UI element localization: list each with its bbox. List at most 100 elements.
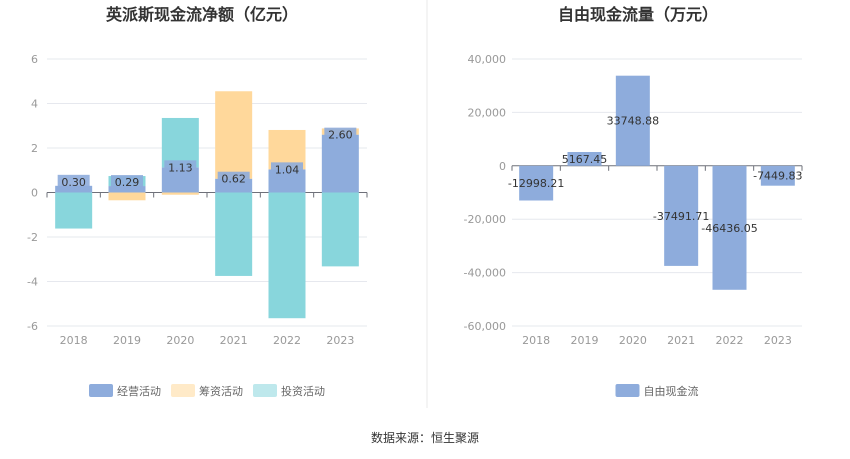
right-data-label-group: -12998.21: [508, 177, 564, 190]
left-data-labels: 0.30 0.29 1.13 0.62 1.04 2.60: [57, 127, 357, 190]
left-data-label: 0.30: [61, 176, 86, 189]
right-legend: 自由现金流: [615, 384, 699, 398]
right-bar-0-2020: [615, 75, 650, 166]
right-grid: 40,000 20,000 0 -20,000 -40,000 -60,000: [464, 53, 803, 333]
left-bar-2-2022: [268, 192, 306, 319]
left-y-tick-label: -2: [27, 231, 38, 244]
right-x-tick-label: 2019: [571, 334, 599, 347]
right-bar-0-2018: [519, 165, 554, 201]
right-y-tick-label: -20,000: [464, 213, 506, 226]
left-x-tick-label: 2018: [60, 334, 88, 347]
left-bar-2-2023: [321, 192, 359, 267]
right-data-label: -37491.71: [653, 210, 709, 223]
right-legend-label: 自由现金流: [644, 384, 699, 398]
left-data-label: 1.04: [275, 163, 300, 176]
left-data-label-group: 0.30: [57, 174, 90, 189]
right-data-label: -12998.21: [508, 177, 564, 190]
left-chart-title: 英派斯现金流净额（亿元）: [105, 5, 298, 24]
left-x-tick-label: 2020: [166, 334, 194, 347]
left-data-label-group: 0.29: [111, 175, 143, 190]
left-legend-label: 投资活动: [281, 384, 325, 398]
left-legend-label: 筹资活动: [199, 384, 243, 398]
right-data-label: -7449.83: [753, 170, 802, 183]
right-data-label-group: -7449.83: [753, 170, 802, 183]
left-data-label-bg: [217, 171, 250, 186]
free-cash-flow-chart: 自由现金流量（万元） 40,000 20,000 0 -20,000 -40,000 -6…: [464, 5, 803, 398]
left-legend-swatch: [171, 384, 195, 397]
left-legend-item[interactable]: 经营活动: [89, 384, 161, 398]
left-y-tick-label: 2: [31, 142, 38, 155]
left-bar-2-2018: [55, 192, 93, 229]
right-data-label-group: -46436.05: [701, 222, 757, 235]
left-x-tick-label: 2021: [220, 334, 248, 347]
right-data-label-group: 5167.45: [562, 153, 608, 166]
left-legend-label: 经营活动: [117, 384, 161, 398]
left-y-tick-label: 0: [31, 187, 38, 200]
left-legend-item[interactable]: 筹资活动: [171, 384, 243, 398]
left-bar-1-2019: [108, 192, 146, 201]
left-x-tick-label: 2019: [113, 334, 141, 347]
left-legend-item[interactable]: 投资活动: [253, 384, 325, 398]
left-data-label: 0.29: [115, 176, 140, 189]
left-bar-2-2020: [161, 117, 199, 168]
right-bars: [519, 75, 795, 290]
left-y-tick-label: 6: [31, 53, 38, 66]
right-legend-swatch: [615, 384, 640, 397]
cash-flow-net-chart: 英派斯现金流净额（亿元） 6 4 2 0 -2 -4 -6 0.30 0.29 1.13 0.62…: [27, 5, 368, 398]
right-data-label-group: 33748.88: [607, 115, 660, 128]
right-y-tick-label: 20,000: [468, 106, 507, 119]
right-y-tick-label: 40,000: [468, 53, 507, 66]
right-x-tick-label: 2023: [764, 334, 792, 347]
right-bar-0-2022: [712, 165, 747, 290]
left-data-label-bg: [111, 175, 143, 190]
left-grid: 6 4 2 0 -2 -4 -6: [27, 53, 368, 333]
left-x-tick-label: 2022: [273, 334, 301, 347]
right-x-tick-label: 2018: [522, 334, 550, 347]
left-data-label-bg: [324, 127, 357, 142]
data-source: 数据来源：恒生聚源: [371, 430, 479, 445]
right-x-tick-label: 2021: [667, 334, 695, 347]
right-chart-title: 自由现金流量（万元）: [558, 5, 718, 24]
left-data-label-bg: [57, 174, 90, 189]
left-y-tick-label: 4: [31, 98, 38, 111]
left-data-label: 1.13: [168, 161, 193, 174]
right-data-label: 33748.88: [607, 115, 660, 128]
left-legend: 经营活动 筹资活动 投资活动: [89, 384, 325, 398]
left-bar-0-2019: [108, 186, 146, 193]
left-y-tick-label: -6: [27, 320, 38, 333]
right-data-label: 5167.45: [562, 153, 608, 166]
right-data-labels: -12998.21 5167.45 33748.88 -37491.71-46436.…: [508, 115, 803, 235]
left-data-label-bg: [164, 160, 197, 175]
left-data-label-group: 1.13: [164, 160, 197, 175]
left-legend-swatch: [253, 384, 277, 397]
left-x-ticks: 2018 2019 2020 2021 2022 2023: [60, 334, 355, 347]
left-legend-swatch: [89, 384, 113, 397]
right-y-tick-label: 0: [499, 160, 506, 173]
left-data-label-group: 1.04: [271, 162, 303, 177]
left-data-label: 2.60: [328, 129, 353, 142]
left-bar-1-2021: [215, 91, 253, 179]
right-y-tick-label: -60,000: [464, 320, 506, 333]
right-bar-0-2023: [760, 165, 795, 186]
left-data-label-group: 0.62: [217, 171, 250, 186]
right-x-ticks: 2018 2019 2020 2021 2022 2023: [522, 334, 792, 347]
right-data-label: -46436.05: [701, 222, 757, 235]
left-data-label: 0.62: [221, 173, 246, 186]
left-data-label-bg: [271, 162, 303, 177]
right-x-tick-label: 2022: [716, 334, 744, 347]
left-data-label-group: 2.60: [324, 127, 357, 142]
left-bar-0-2018: [55, 185, 93, 193]
right-bar-0-2021: [664, 165, 699, 266]
left-bar-1-2020: [161, 192, 199, 195]
right-x-tick-label: 2020: [619, 334, 647, 347]
left-bars: [55, 91, 359, 319]
right-legend-item[interactable]: 自由现金流: [615, 384, 699, 398]
right-data-label-group: -37491.71: [653, 210, 709, 223]
left-bar-2-2021: [215, 192, 253, 276]
left-bar-0-2023: [321, 134, 359, 193]
left-x-tick-label: 2023: [326, 334, 354, 347]
right-bar-0-2019: [567, 152, 602, 166]
left-y-tick-label: -4: [27, 276, 38, 289]
right-y-tick-label: -40,000: [464, 267, 506, 280]
